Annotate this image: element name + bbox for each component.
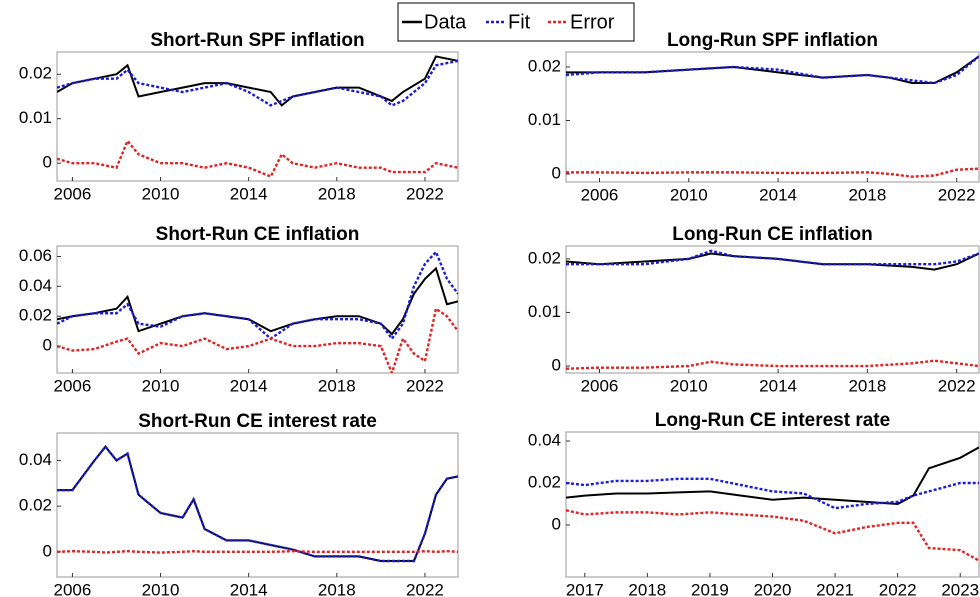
series-line: [57, 59, 458, 107]
y-tick-label: 0.02: [19, 64, 52, 83]
series-line: [57, 445, 458, 562]
y-tick-label: 0: [43, 336, 52, 355]
x-tick-label: 2010: [142, 580, 180, 597]
series-group: [566, 55, 979, 178]
series-group: [566, 249, 979, 370]
series-line: [566, 509, 979, 562]
y-tick-label: 0.01: [19, 108, 52, 127]
x-tick-label: 2022: [938, 376, 976, 395]
x-tick-label: 2006: [54, 580, 92, 597]
series-line: [57, 249, 458, 341]
y-tick-label: 0: [552, 356, 561, 375]
x-tick-label: 2006: [54, 376, 92, 395]
series-line: [57, 55, 458, 107]
series-line: [57, 306, 458, 373]
x-tick-label: 2014: [230, 376, 268, 395]
y-tick-label: 0: [552, 514, 561, 533]
y-tick-label: 0.01: [528, 302, 561, 321]
series-line: [566, 477, 979, 510]
x-tick-label: 2006: [581, 185, 619, 204]
x-tick-label: 2022: [879, 580, 917, 597]
series-line: [566, 249, 979, 266]
series-group: [57, 55, 458, 179]
plot-frame: [565, 431, 980, 578]
x-tick-label: 2014: [759, 376, 797, 395]
y-tick-label: 0.02: [528, 248, 561, 267]
x-tick-label: 2010: [142, 376, 180, 395]
series-group: [566, 446, 979, 562]
y-tick-label: 0.01: [528, 110, 561, 129]
x-tick-label: 2020: [754, 580, 792, 597]
series-group: [57, 249, 458, 373]
x-tick-label: 2006: [581, 376, 619, 395]
plot-frame: [56, 432, 459, 578]
x-tick-label: 2022: [406, 184, 444, 203]
chart-title: Long-Run SPF inflation: [667, 30, 878, 51]
series-line: [566, 359, 979, 370]
plot-frame: [56, 51, 459, 182]
series-line: [566, 446, 979, 505]
legend-label: Data: [424, 11, 467, 33]
legend-label: Error: [570, 11, 615, 33]
x-tick-label: 2018: [318, 580, 356, 597]
legend-box: [397, 2, 635, 42]
series-line: [566, 167, 979, 178]
y-tick-label: 0.02: [528, 472, 561, 491]
x-tick-label: 2006: [54, 184, 92, 203]
y-tick-label: 0: [552, 163, 561, 182]
x-tick-label: 2018: [628, 580, 666, 597]
chart-title: Long-Run CE interest rate: [655, 410, 890, 431]
chart-title: Long-Run CE inflation: [672, 224, 873, 245]
plot-frame: [56, 245, 459, 374]
y-tick-label: 0.04: [19, 276, 52, 295]
y-tick-label: 0.06: [19, 246, 52, 265]
legend-label: Fit: [508, 11, 531, 33]
series-line: [57, 549, 458, 554]
y-tick-label: 0.02: [19, 306, 52, 325]
x-tick-label: 2022: [406, 580, 444, 597]
x-tick-label: 2018: [848, 185, 886, 204]
series-line: [57, 138, 458, 179]
x-tick-label: 2022: [406, 376, 444, 395]
series-line: [57, 444, 458, 563]
x-tick-label: 2023: [941, 580, 979, 597]
x-tick-label: 2010: [670, 185, 708, 204]
y-tick-label: 0: [43, 541, 52, 560]
y-tick-label: 0.02: [19, 496, 52, 515]
series-line: [566, 252, 979, 271]
x-tick-label: 2010: [670, 376, 708, 395]
x-tick-label: 2019: [691, 580, 729, 597]
x-tick-label: 2017: [566, 580, 604, 597]
y-tick-label: 0.04: [528, 431, 561, 450]
chart-title: Short-Run CE interest rate: [138, 411, 377, 432]
x-tick-label: 2018: [848, 376, 886, 395]
y-tick-label: 0.04: [19, 450, 52, 469]
x-tick-label: 2010: [142, 184, 180, 203]
y-tick-label: 0.02: [528, 56, 561, 75]
x-tick-label: 2014: [759, 185, 797, 204]
series-line: [57, 266, 458, 336]
x-tick-label: 2022: [938, 185, 976, 204]
x-tick-label: 2018: [318, 376, 356, 395]
x-tick-label: 2018: [318, 184, 356, 203]
x-tick-label: 2014: [230, 580, 268, 597]
x-tick-label: 2014: [230, 184, 268, 203]
series-group: [57, 444, 458, 563]
series-line: [566, 55, 979, 85]
x-tick-label: 2021: [816, 580, 854, 597]
chart-title: Short-Run CE inflation: [156, 224, 360, 245]
plot-frame: [565, 51, 980, 183]
y-tick-label: 0: [43, 153, 52, 172]
plot-frame: [565, 245, 980, 374]
chart-title: Short-Run SPF inflation: [150, 30, 364, 51]
